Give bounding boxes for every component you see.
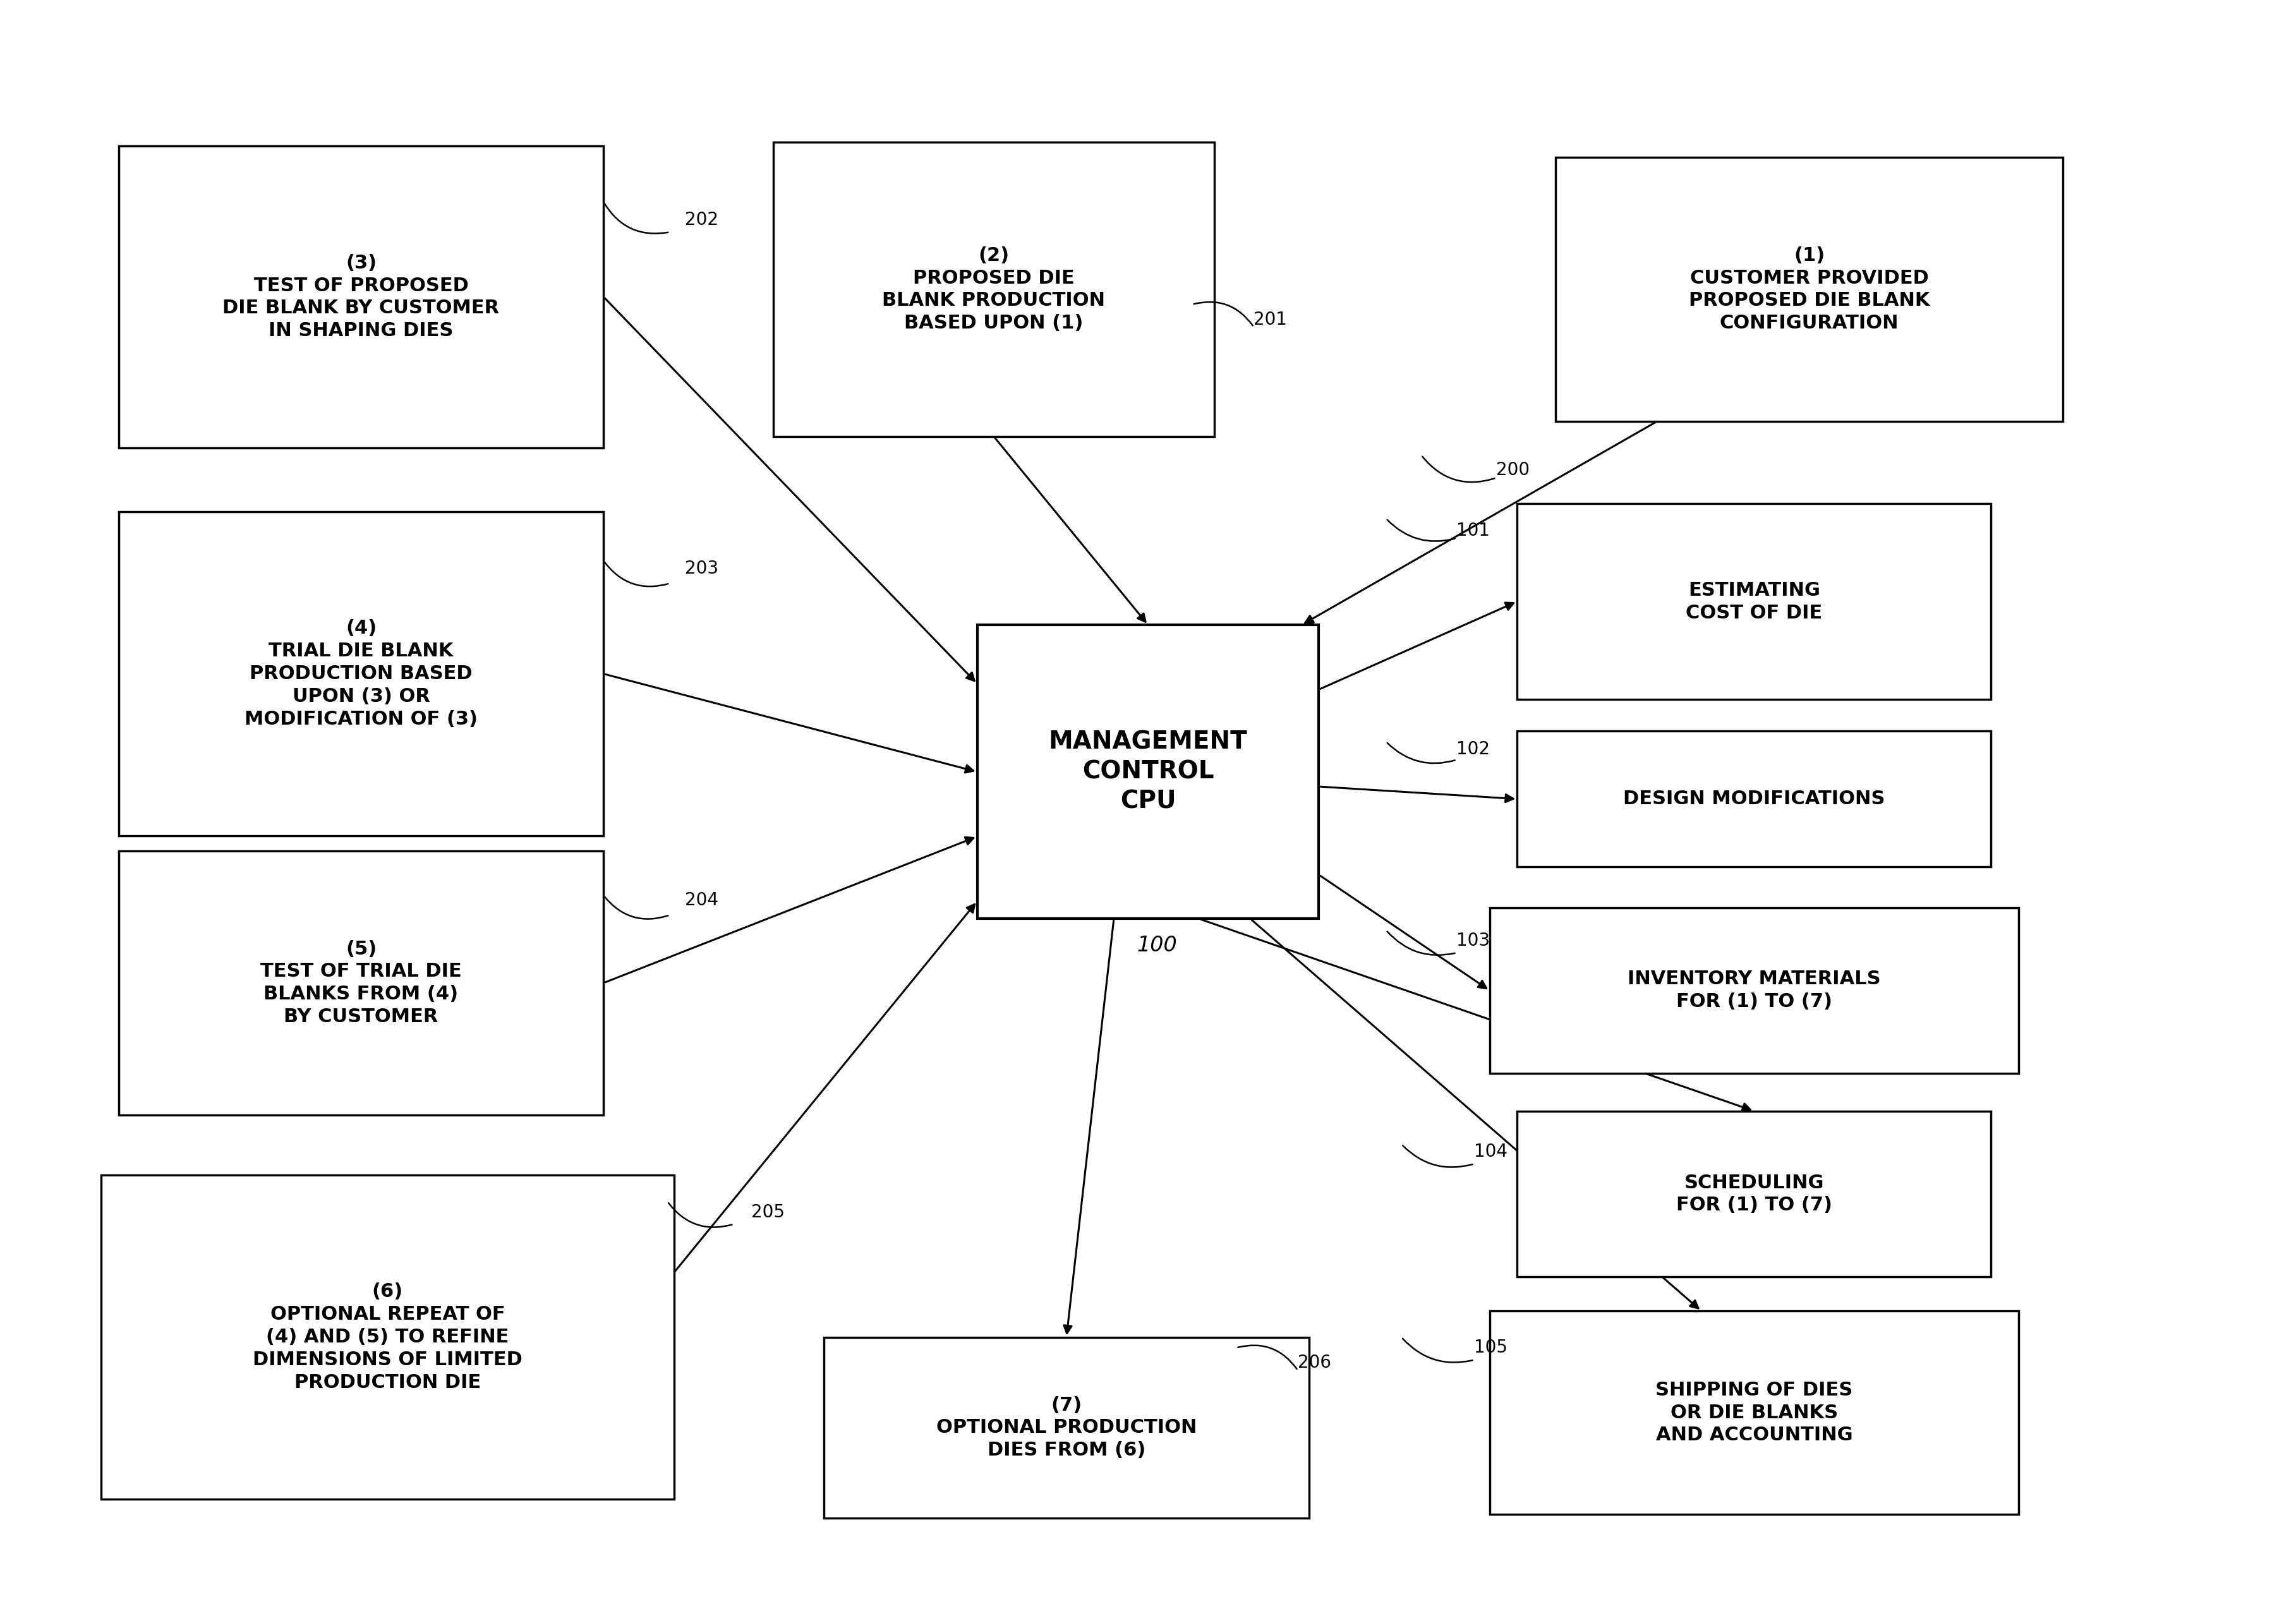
Text: SCHEDULING
FOR (1) TO (7): SCHEDULING FOR (1) TO (7): [1676, 1174, 1832, 1214]
Text: 204: 204: [684, 892, 719, 909]
Text: 203: 203: [684, 560, 719, 577]
Text: 103: 103: [1456, 932, 1490, 950]
Bar: [119, 512, 604, 836]
Bar: [1490, 908, 2018, 1073]
Text: (1)
CUSTOMER PROVIDED
PROPOSED DIE BLANK
CONFIGURATION: (1) CUSTOMER PROVIDED PROPOSED DIE BLANK…: [1690, 245, 1929, 332]
Bar: [1518, 1112, 1991, 1277]
Text: DESIGN MODIFICATIONS: DESIGN MODIFICATIONS: [1623, 789, 1885, 808]
Bar: [1518, 504, 1991, 699]
Text: 202: 202: [684, 212, 719, 229]
Text: (7)
OPTIONAL PRODUCTION
DIES FROM (6): (7) OPTIONAL PRODUCTION DIES FROM (6): [937, 1395, 1196, 1460]
Text: 205: 205: [751, 1203, 785, 1221]
Text: INVENTORY MATERIALS
FOR (1) TO (7): INVENTORY MATERIALS FOR (1) TO (7): [1628, 970, 1880, 1011]
Text: 101: 101: [1456, 521, 1490, 539]
Text: (5)
TEST OF TRIAL DIE
BLANKS FROM (4)
BY CUSTOMER: (5) TEST OF TRIAL DIE BLANKS FROM (4) BY…: [259, 940, 461, 1027]
Bar: [1490, 1310, 2018, 1514]
Text: 200: 200: [1497, 462, 1529, 480]
Text: (4)
TRIAL DIE BLANK
PRODUCTION BASED
UPON (3) OR
MODIFICATION OF (3): (4) TRIAL DIE BLANK PRODUCTION BASED UPO…: [246, 619, 478, 728]
Bar: [1518, 731, 1991, 866]
Bar: [774, 143, 1215, 436]
Text: 201: 201: [1254, 311, 1288, 329]
Bar: [101, 1176, 675, 1500]
Bar: [119, 852, 604, 1115]
Bar: [1557, 157, 2062, 422]
Text: ESTIMATING
COST OF DIE: ESTIMATING COST OF DIE: [1685, 581, 1823, 622]
Bar: [119, 146, 604, 448]
Text: 206: 206: [1297, 1354, 1332, 1371]
Text: (2)
PROPOSED DIE
BLANK PRODUCTION
BASED UPON (1): (2) PROPOSED DIE BLANK PRODUCTION BASED …: [882, 245, 1104, 332]
Bar: [978, 626, 1318, 919]
Text: (3)
TEST OF PROPOSED
DIE BLANK BY CUSTOMER
IN SHAPING DIES: (3) TEST OF PROPOSED DIE BLANK BY CUSTOM…: [223, 253, 501, 340]
Text: 102: 102: [1456, 741, 1490, 759]
Text: SHIPPING OF DIES
OR DIE BLANKS
AND ACCOUNTING: SHIPPING OF DIES OR DIE BLANKS AND ACCOU…: [1655, 1381, 1853, 1445]
Text: 100: 100: [1137, 935, 1178, 956]
Bar: [824, 1338, 1309, 1517]
Text: 105: 105: [1474, 1339, 1508, 1357]
Text: 104: 104: [1474, 1144, 1508, 1161]
Text: MANAGEMENT
CONTROL
CPU: MANAGEMENT CONTROL CPU: [1049, 730, 1247, 813]
Text: (6)
OPTIONAL REPEAT OF
(4) AND (5) TO REFINE
DIMENSIONS OF LIMITED
PRODUCTION DI: (6) OPTIONAL REPEAT OF (4) AND (5) TO RE…: [253, 1283, 523, 1392]
